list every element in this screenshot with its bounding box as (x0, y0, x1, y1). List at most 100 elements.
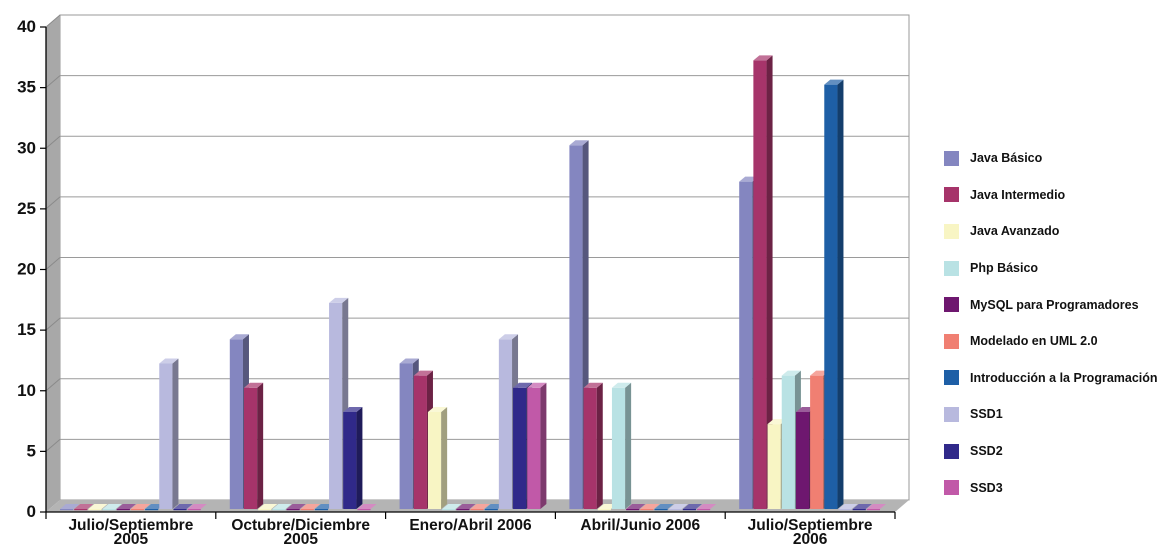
legend-swatch (944, 187, 959, 203)
bar-front (626, 509, 640, 511)
bar-front (159, 363, 173, 509)
bar-top (442, 504, 462, 509)
bar-front (513, 387, 527, 509)
bar-top (654, 504, 674, 509)
bar (640, 504, 660, 511)
x-tick-label: Julio/Septiembre 2005 (68, 517, 193, 548)
bar-side (540, 382, 547, 509)
bar-front (654, 509, 668, 511)
legend-swatch (944, 480, 959, 496)
bar-side (766, 55, 773, 509)
bar-top (60, 504, 80, 509)
gridline-side (45, 317, 61, 331)
y-tick-label: 15 (17, 320, 36, 339)
gridline-side (45, 14, 61, 28)
bar-top (668, 504, 688, 509)
x-tick-label-line: Octubre/Diciembre (231, 517, 370, 534)
bar (442, 504, 462, 511)
bar (654, 504, 674, 511)
bar (243, 382, 264, 509)
bar-top (781, 370, 801, 376)
bar (456, 504, 476, 511)
legend-label: MySQL para Programadores (970, 297, 1139, 312)
bar (866, 504, 886, 511)
bar-top (470, 504, 490, 509)
bar-front (795, 412, 810, 509)
bar-front (88, 509, 102, 511)
bar (159, 358, 179, 509)
x-tick-label-line: 2005 (114, 531, 149, 548)
bar (300, 504, 320, 511)
bar-front (314, 509, 329, 511)
bar-front (498, 339, 513, 509)
bar (583, 382, 603, 509)
bar-front (810, 375, 824, 509)
bar-front (74, 509, 88, 511)
bar-side (596, 382, 603, 509)
bar-top (187, 504, 207, 509)
bar-top (838, 504, 858, 509)
x-tick-label: Octubre/Diciembre 2005 (231, 517, 370, 548)
bar (697, 504, 717, 511)
bar-top (329, 297, 349, 303)
legend-label: Java Intermedio (970, 187, 1066, 202)
bar (343, 407, 363, 509)
bar-top (343, 407, 363, 412)
bar (611, 382, 632, 509)
bar (88, 504, 108, 511)
legend-item: Php Básico (944, 250, 1176, 287)
legend-swatch (944, 150, 959, 166)
bar-front (173, 509, 187, 511)
bar (569, 140, 589, 509)
axes (40, 26, 896, 519)
bar-front (470, 509, 484, 511)
bar-top (697, 504, 717, 509)
bar (74, 504, 94, 511)
bar-top (456, 504, 476, 509)
bar-top (74, 504, 94, 509)
bar-top (286, 504, 306, 509)
bar-top (229, 334, 249, 340)
bar-front (668, 509, 682, 511)
x-tick-label-line: 2005 (283, 531, 318, 548)
legend-label: SSD1 (970, 407, 1003, 422)
bar (130, 504, 151, 511)
bar (626, 504, 646, 511)
bar-side (356, 407, 363, 509)
bar-top (569, 140, 589, 146)
bar-front (852, 509, 866, 511)
bar-front (866, 509, 880, 511)
bar-front (767, 424, 781, 509)
y-tick-label: 0 (27, 502, 36, 521)
bar-top (583, 382, 603, 388)
y-tick-label: 30 (17, 138, 36, 157)
bar-side (441, 407, 448, 509)
bar-front (781, 375, 795, 509)
bar-front (286, 509, 300, 511)
gridline-side (45, 135, 61, 149)
x-tick-label-line: 2006 (793, 531, 828, 548)
legend-swatch (944, 370, 959, 386)
y-tick-labels: 0 5 10 15 20 25 30 35 40 (17, 17, 36, 521)
bar-front (145, 509, 159, 511)
legend-item: SSD1 (944, 396, 1176, 433)
bar-front (611, 387, 626, 509)
bar (527, 382, 547, 509)
bar-front (697, 509, 711, 511)
bar-front (300, 509, 314, 511)
bars (60, 55, 886, 511)
bar-front (116, 509, 130, 511)
bar (116, 504, 136, 511)
bar-top (116, 504, 136, 509)
x-tick-label-line: Abril/Junio 2006 (580, 517, 700, 534)
y-tick-label: 20 (17, 260, 36, 279)
legend-label: SSD2 (970, 444, 1003, 459)
legend-label: Introducción a la Programación (970, 370, 1158, 385)
bar-front (569, 145, 583, 509)
bar (753, 55, 773, 509)
bar-top (498, 334, 519, 340)
bar-front (427, 412, 442, 509)
bar-front (187, 509, 201, 511)
legend: Java Básico Java Intermedio Java Avanzado P… (944, 140, 1176, 506)
